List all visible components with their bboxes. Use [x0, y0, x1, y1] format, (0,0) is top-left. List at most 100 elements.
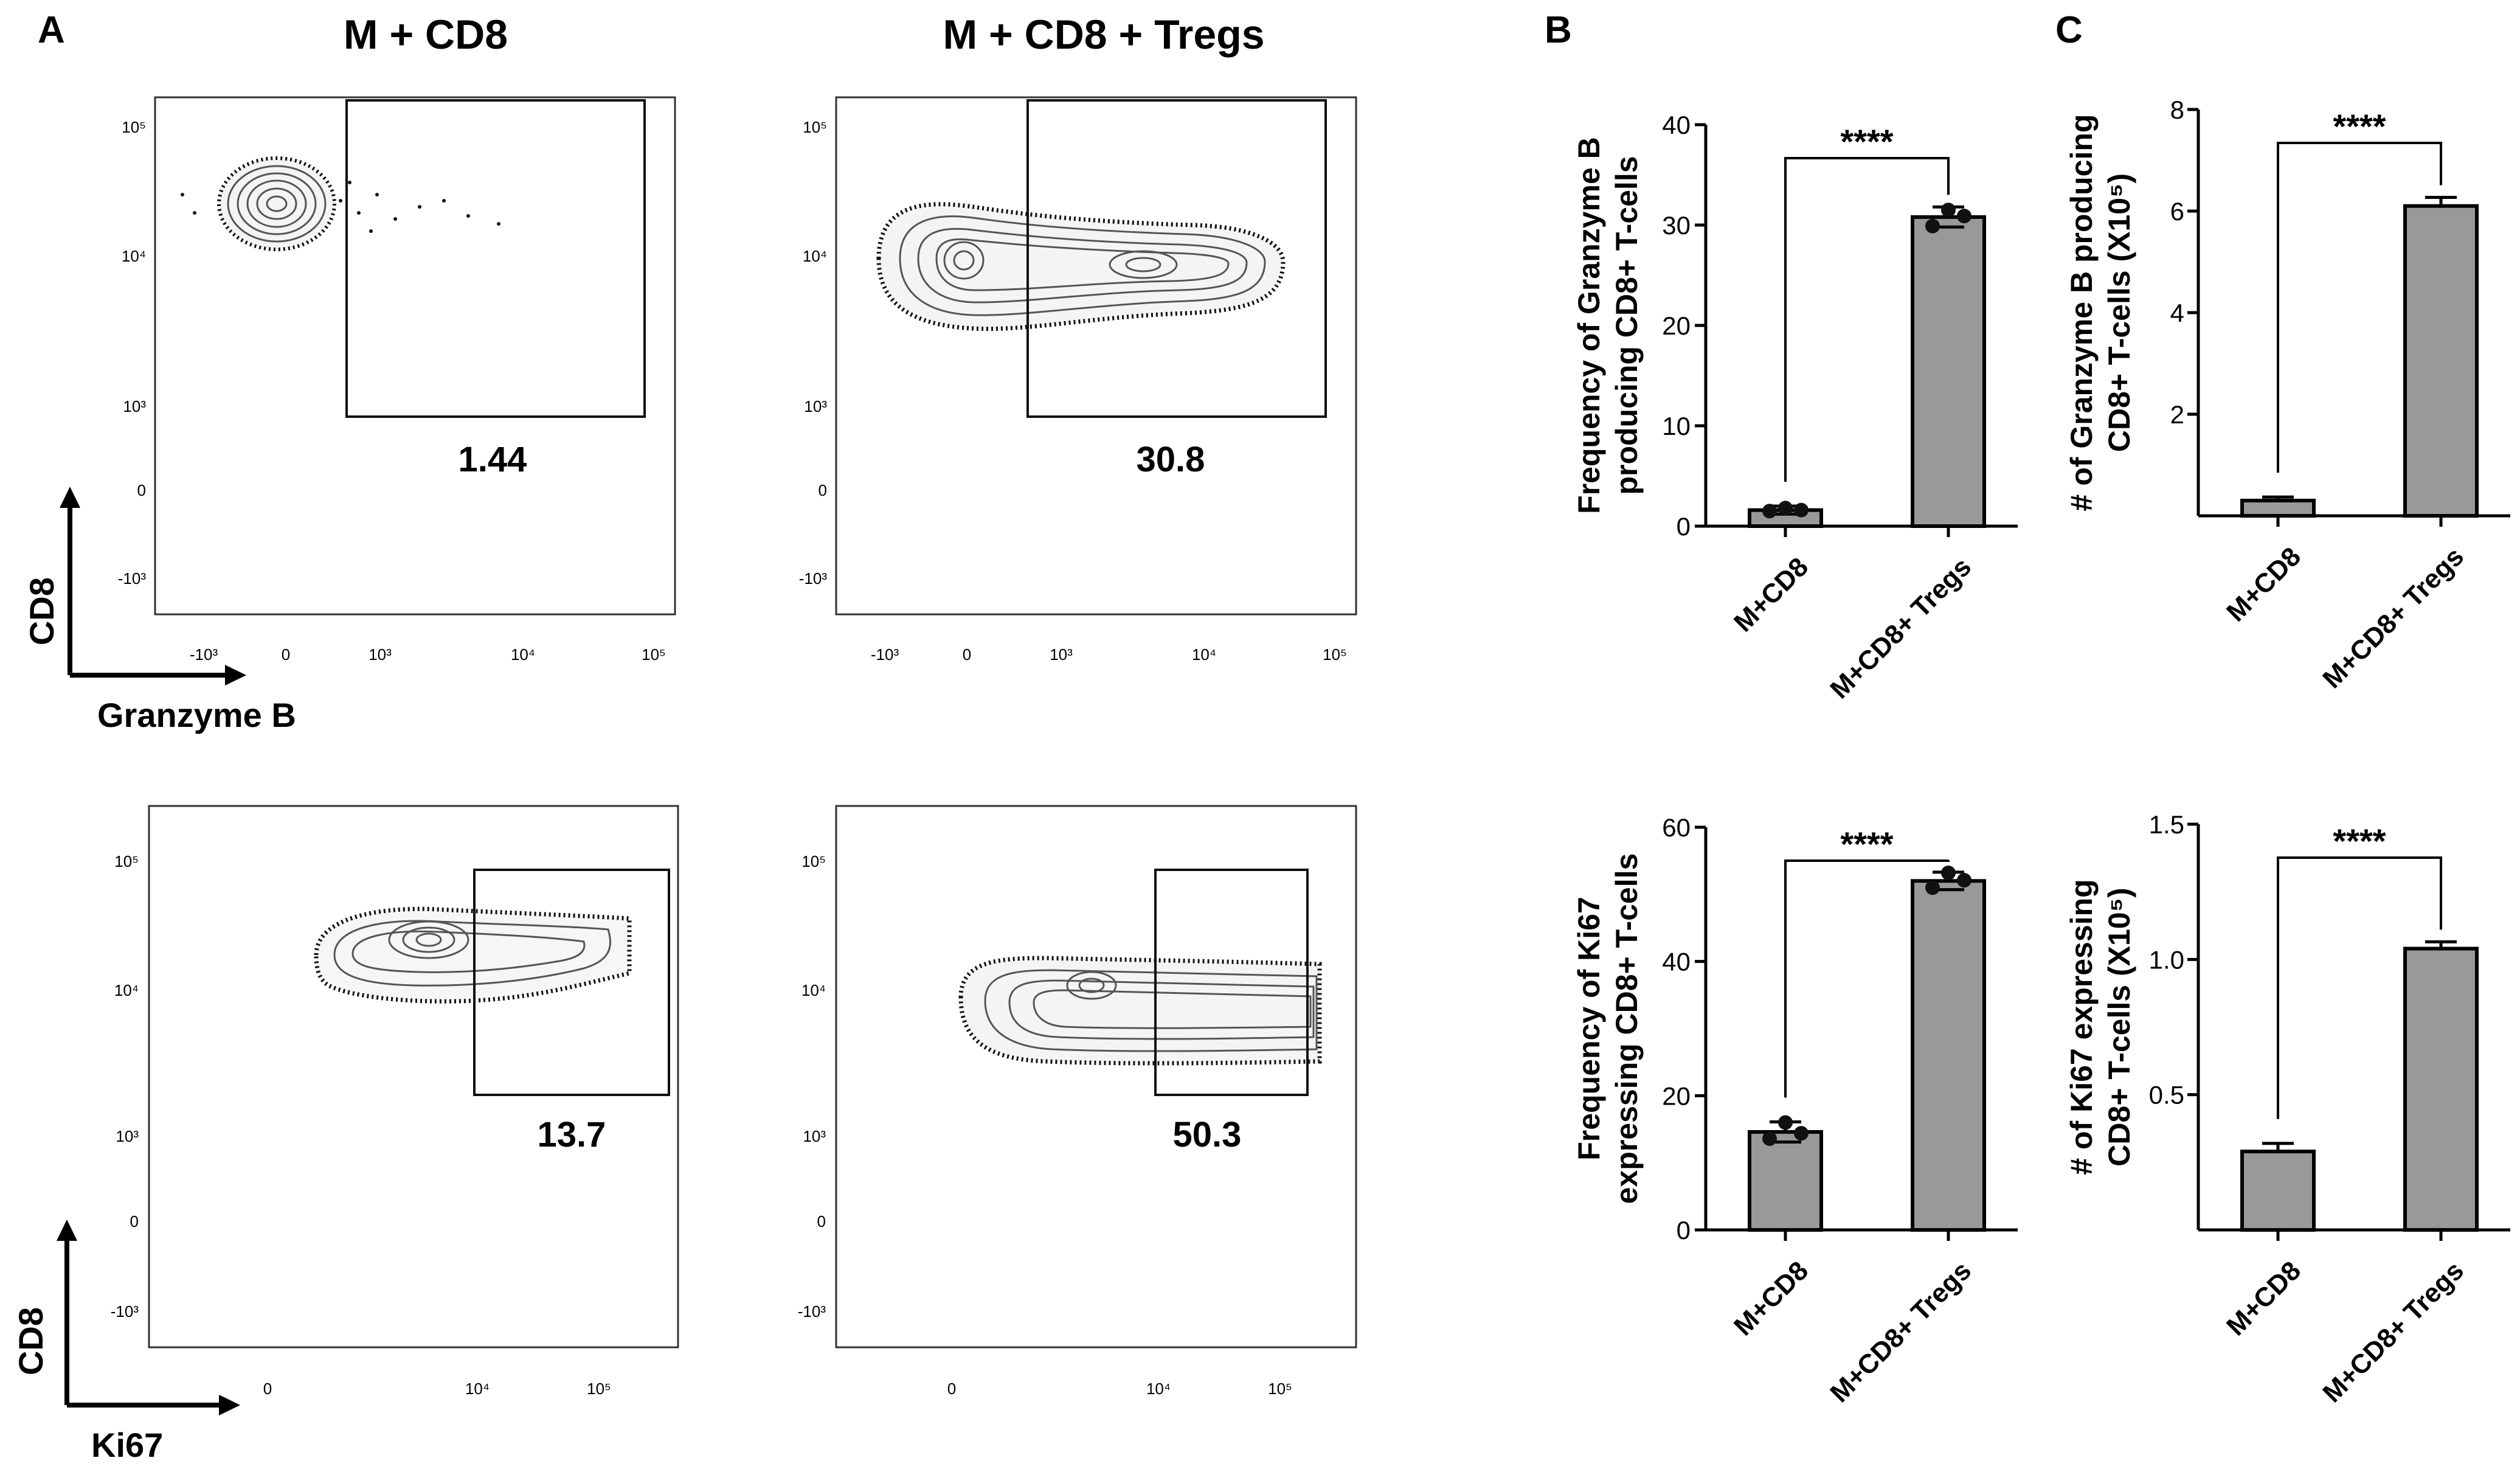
category-label: M+CD8+ Tregs [1824, 552, 1977, 704]
data-point [1941, 203, 1956, 218]
x-axis-label-ki67: Ki67 [91, 1426, 163, 1464]
y-tick-label: 20 [1662, 311, 1691, 340]
column-title-m-cd8-tregs: M + CD8 + Tregs [943, 12, 1264, 58]
y-tick-label: 10³ [803, 1127, 826, 1145]
flow-plot-ki67-m-cd8: 13.7 10⁵ 10⁴ 10³ 0 -10³ 0 10⁴ 10⁵ [111, 805, 679, 1398]
bar [2240, 1150, 2316, 1232]
x-tick-label: 0 [263, 1380, 272, 1398]
bar-chart-granzyme-frequency: 0 10 20 30 40 M+CD8 M+CD8+ Tregs **** Frequency … [1572, 111, 2018, 704]
y-tick-label: 0 [1677, 512, 1691, 541]
x-tick-label: -10³ [190, 645, 218, 664]
contour-population [876, 202, 1286, 332]
y-axis-label-line1: # of Granzyme B producing [2065, 114, 2099, 512]
y-axis-label-cd8: CD8 [12, 1307, 50, 1375]
x-tick-label: 0 [963, 645, 971, 664]
significance-bracket [1784, 157, 1950, 482]
y-tick-label: 1.5 [2149, 810, 2184, 839]
gate-box [473, 869, 670, 1096]
flow-plot-ki67-m-cd8-tregs: 50.3 10⁵ 10⁴ 10³ 0 -10³ 0 10⁴ 10⁵ [798, 805, 1357, 1398]
category-label: M+CD8+ Tregs [1824, 1255, 1977, 1408]
x-tick-labels: 0 10⁴ 10⁵ [263, 1380, 611, 1398]
significance-bracket [2277, 856, 2442, 1119]
y-axis-label-line2: CD8+ T-cells (X10⁵) [2102, 887, 2136, 1166]
y-axis-label-line1: # of Ki67 expressing [2065, 879, 2099, 1175]
gate-box [345, 99, 646, 418]
x-tick-labels: -10³ 0 10³ 10⁴ 10⁵ [190, 645, 666, 664]
y-tick-label: 30 [1662, 211, 1691, 240]
x-tick-label: 10⁵ [642, 645, 666, 664]
x-tick-label: 10⁴ [1192, 645, 1216, 664]
data-point [1957, 873, 1971, 888]
significance-stars: **** [2333, 822, 2386, 860]
y-axis-label-line2: producing CD8+ T-cells [1610, 156, 1644, 495]
y-tick-labels: 10⁵ 10⁴ 10³ 0 -10³ [799, 118, 828, 588]
flow-plot-granzyme-m-cd8-tregs: 30.8 10⁵ 10⁴ 10³ 0 -10³ -10³ 0 10³ 10⁴ 1… [799, 96, 1357, 664]
category-label: M+CD8 [2221, 541, 2307, 627]
y-tick-label: 0 [130, 1212, 139, 1231]
y-tick-labels: 10⁵ 10⁴ 10³ 0 -10³ [798, 852, 826, 1321]
plot-frame [835, 96, 1357, 616]
flow-plot-granzyme-m-cd8: 1.44 10⁵ 10⁴ 10³ 0 -10³ -10³ 0 10³ 10⁴ 1… [118, 96, 676, 664]
y-tick-label: 10³ [116, 1127, 139, 1145]
y-tick-label: 10⁴ [801, 981, 826, 999]
x-tick-label: 10³ [1050, 645, 1073, 664]
y-tick-label: 20 [1662, 1081, 1691, 1110]
plot-frame [835, 805, 1357, 1349]
category-label: M+CD8 [1728, 552, 1814, 637]
y-tick-labels: 10⁵ 10⁴ 10³ 0 -10³ [111, 852, 139, 1321]
data-point [1925, 880, 1940, 895]
contour-population [958, 956, 1322, 1066]
y-tick-label: -10³ [799, 569, 828, 588]
data-point [1762, 504, 1777, 519]
x-tick-label: 0 [947, 1380, 956, 1398]
x-axis-label-granzyme-b: Granzyme B [97, 696, 296, 734]
x-tick-labels: -10³ 0 10³ 10⁴ 10⁵ [871, 645, 1347, 664]
x-tick-labels: 0 10⁴ 10⁵ [947, 1380, 1292, 1398]
contour-population [314, 906, 632, 1004]
data-point [1925, 218, 1940, 234]
y-tick-label: 10⁵ [122, 118, 146, 136]
y-tick-label: -10³ [118, 569, 147, 588]
y-axis-label-cd8: CD8 [22, 577, 61, 645]
y-axis-label-line1: Frequency of Ki67 [1572, 897, 1606, 1160]
x-tick-label: 0 [282, 645, 290, 664]
data-point [1762, 1131, 1777, 1146]
x-tick-label: 10⁴ [511, 645, 535, 664]
x-tick-label: 10⁵ [1268, 1380, 1292, 1398]
y-tick-label: 0 [817, 1212, 826, 1231]
axis-arrows-row1: CD8 Granzyme B [22, 487, 296, 734]
gate-value: 50.3 [1173, 1115, 1242, 1154]
y-tick-label: 6 [2170, 197, 2184, 226]
y-tick-label: 40 [1662, 948, 1691, 976]
bar [2240, 498, 2316, 518]
significance-stars: **** [1840, 825, 1893, 863]
y-tick-label: -10³ [111, 1302, 139, 1321]
data-point [1778, 501, 1793, 516]
y-tick-label: 40 [1662, 111, 1691, 139]
plot-frame [154, 96, 676, 616]
data-point [1941, 866, 1956, 881]
panel-label-b: B [1545, 9, 1572, 51]
significance-bracket [2277, 142, 2442, 473]
x-tick-label: -10³ [871, 645, 899, 664]
y-tick-label: 10⁵ [114, 852, 139, 870]
bar-chart-granzyme-count: 2 4 6 8 M+CD8 M+CD8+ Tregs **** # of Granzyme B… [2065, 95, 2510, 694]
y-tick-label: 10⁴ [803, 247, 827, 265]
y-tick-label: 10³ [804, 397, 827, 415]
bar [1911, 215, 1986, 528]
y-tick-label: 0 [1677, 1216, 1691, 1245]
gate-value: 30.8 [1137, 440, 1205, 479]
significance-stars: **** [2333, 107, 2386, 145]
data-point [1794, 502, 1809, 518]
x-tick-label: 10⁴ [1146, 1380, 1171, 1398]
panel-label-c: C [2055, 9, 2083, 51]
y-tick-label: 10⁵ [801, 852, 826, 870]
y-tick-label: 10³ [123, 397, 146, 415]
y-tick-label: -10³ [798, 1302, 826, 1321]
category-label: M+CD8 [1728, 1255, 1814, 1341]
category-label: M+CD8+ Tregs [2317, 541, 2470, 694]
y-tick-label: 4 [2170, 299, 2184, 327]
category-label: M+CD8+ Tregs [2317, 1255, 2470, 1408]
significance-stars: **** [1840, 122, 1893, 161]
